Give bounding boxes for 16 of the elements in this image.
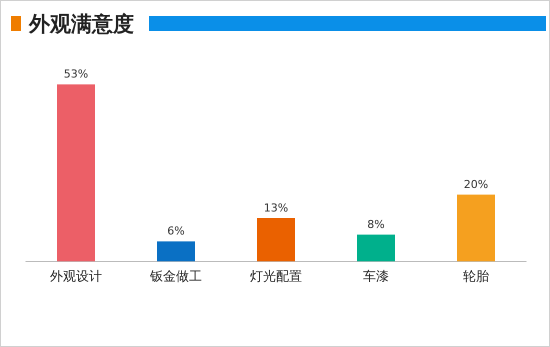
x-tick-label: 灯光配置	[250, 270, 302, 285]
bar	[157, 241, 195, 262]
bar	[457, 194, 495, 262]
bar	[257, 218, 295, 262]
data-label: 20%	[464, 178, 488, 191]
data-label: 13%	[264, 201, 288, 214]
data-label: 6%	[167, 224, 185, 238]
x-tick-label: 外观设计	[50, 270, 102, 285]
data-label: 53%	[64, 68, 88, 81]
bar	[57, 84, 95, 262]
x-tick-label: 轮胎	[463, 270, 489, 285]
bar	[357, 234, 395, 262]
chart-title: 外观满意度	[29, 11, 134, 37]
x-tick-label: 钣金做工	[149, 270, 202, 285]
data-label: 8%	[367, 218, 385, 232]
x-tick-label: 车漆	[363, 270, 389, 285]
